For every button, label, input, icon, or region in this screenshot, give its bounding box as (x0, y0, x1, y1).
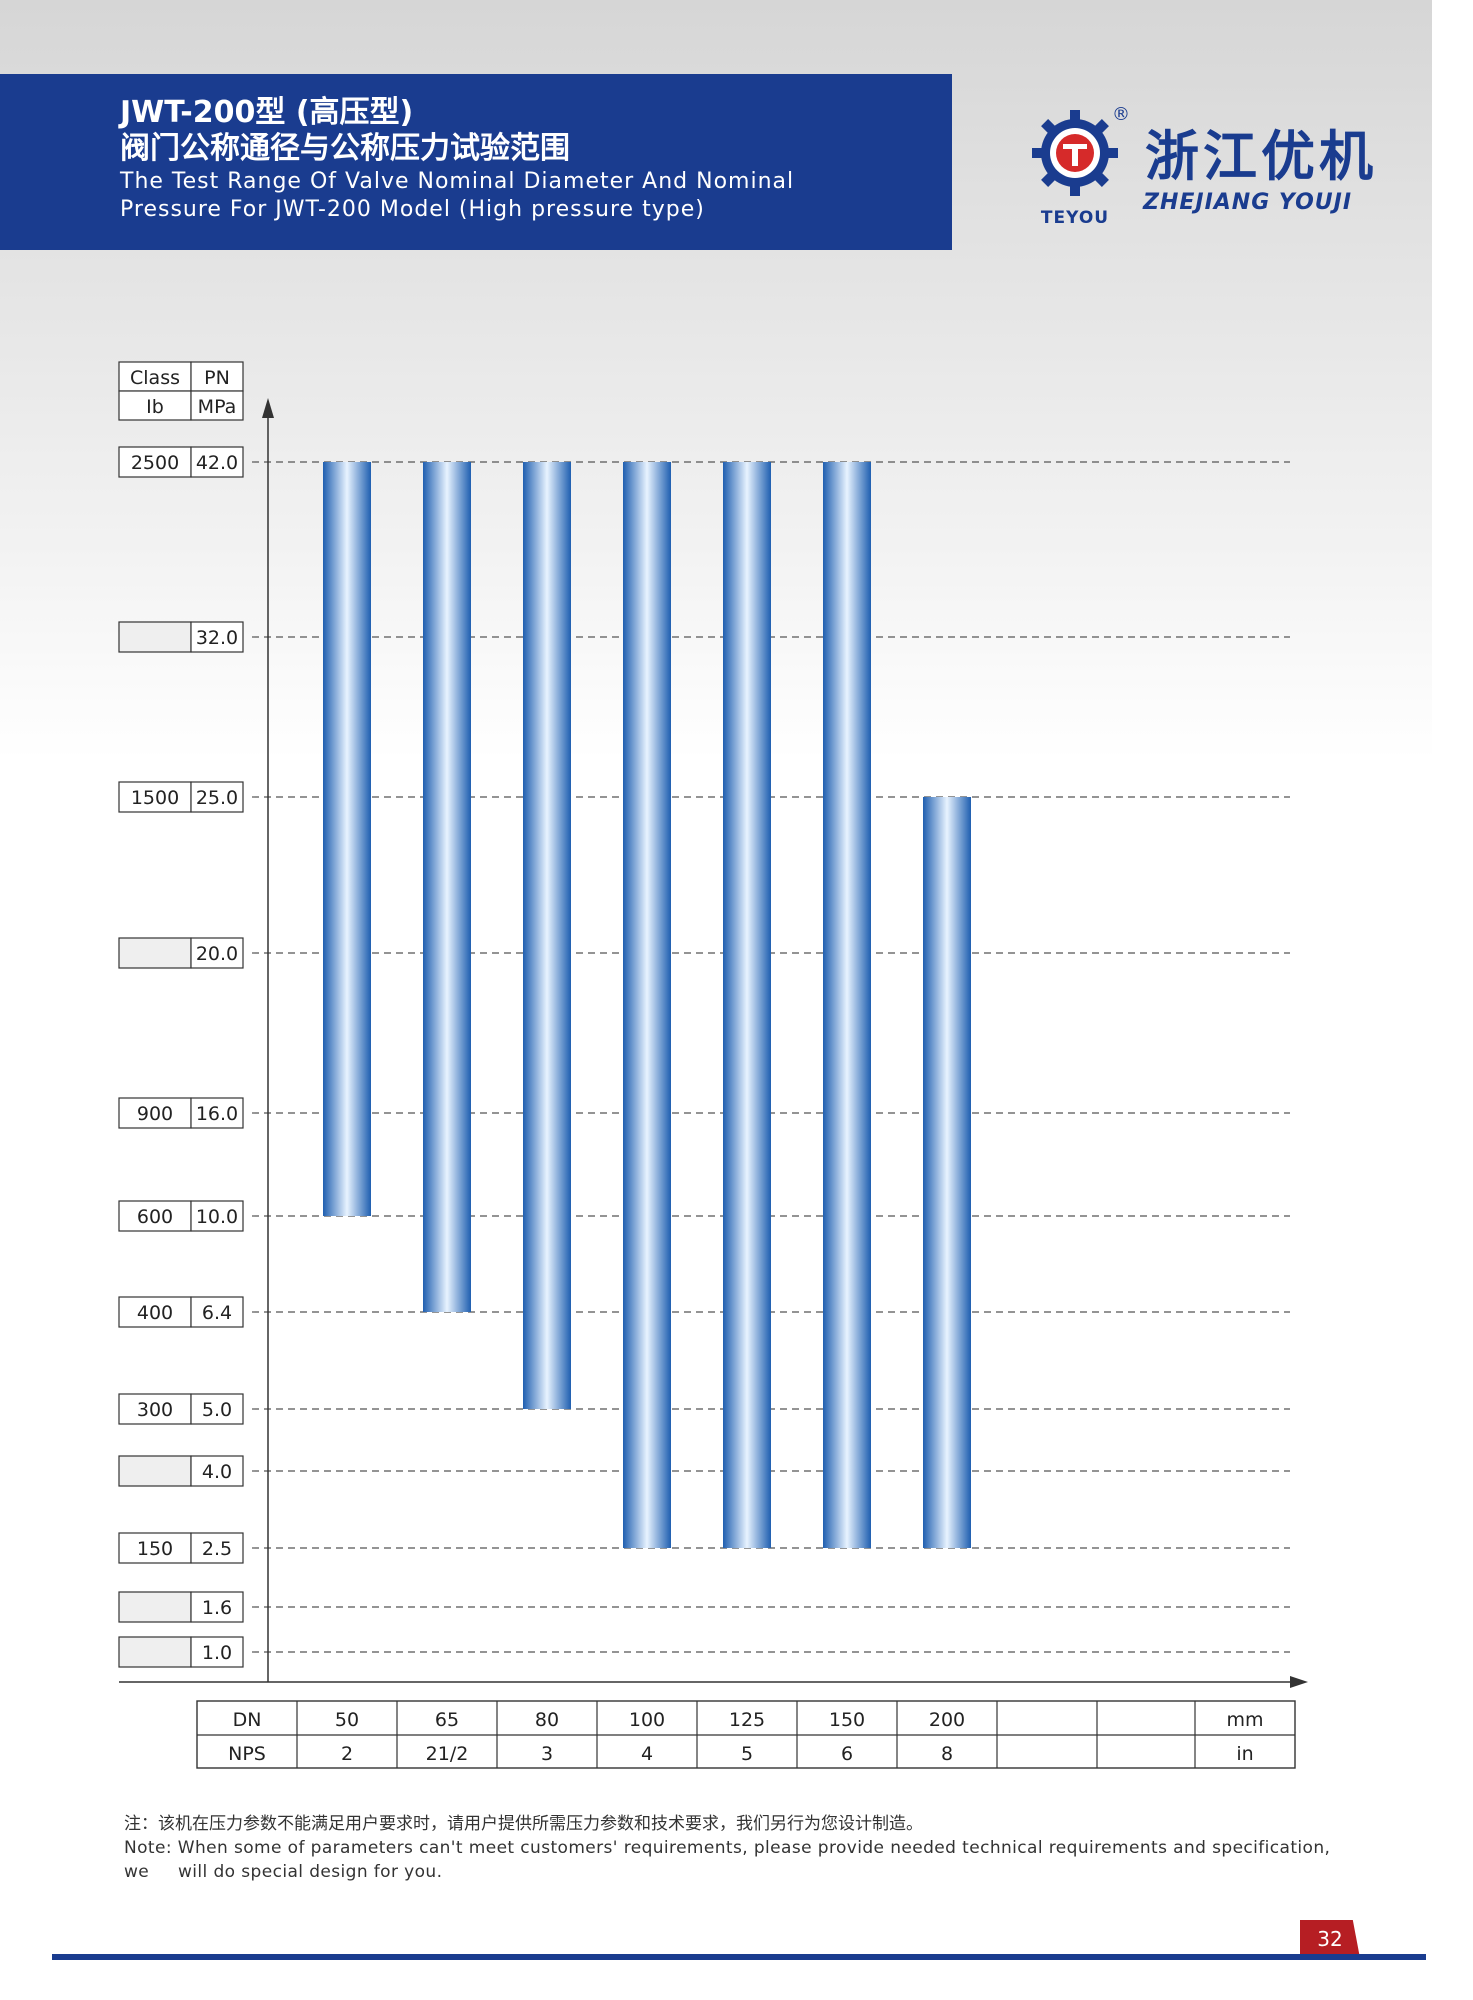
y-unit-class: Ib (146, 396, 164, 418)
bar-series (323, 462, 971, 1548)
logo-name-en: ZHEJIANG YOUJI (1143, 190, 1353, 215)
dn-tick-label: 125 (729, 1709, 765, 1731)
nps-tick-label: 4 (641, 1743, 653, 1765)
class-tick-box (118, 1591, 192, 1623)
pn-tick-label: 1.6 (202, 1597, 232, 1619)
pn-tick-box (190, 621, 244, 653)
nps-tick-label: 8 (941, 1743, 953, 1765)
nps-tick-label: 3 (541, 1743, 553, 1765)
class-tick-label: 300 (137, 1399, 173, 1421)
registered-mark: ® (1112, 104, 1130, 125)
note-en-line-1: Note: When some of parameters can't meet… (124, 1838, 1331, 1882)
pn-tick-label: 20.0 (196, 943, 238, 965)
y-unit-class-box (118, 390, 192, 421)
pn-tick-box (190, 1532, 244, 1564)
bar-dn-200 (923, 797, 971, 1548)
class-tick-box (118, 1097, 192, 1129)
note-cn: 注：该机在压力参数不能满足用户要求时，请用户提供所需压力参数和技术要求，我们另行… (124, 1814, 923, 1834)
bar-dn-80 (523, 462, 571, 1409)
pn-tick-box (190, 1393, 244, 1425)
title-cn-line-2: 阀门公称通径与公称压力试验范围 (120, 131, 570, 166)
nps-tick-label: 6 (841, 1743, 853, 1765)
class-tick-label: 400 (137, 1302, 173, 1324)
class-tick-box (118, 1200, 192, 1232)
bar-dn-150 (823, 462, 871, 1548)
pn-tick-box (190, 937, 244, 969)
nps-tick-label: 2 (341, 1743, 353, 1765)
dn-tick-label: 65 (435, 1709, 459, 1731)
class-tick-box (118, 1532, 192, 1564)
bar-dn-50 (323, 462, 371, 1216)
y-header-class: Class (130, 367, 180, 389)
dn-row-label: DN (233, 1709, 262, 1731)
bar-dn-125 (723, 462, 771, 1548)
header-band: JWT-200型 (高压型) 阀门公称通径与公称压力试验范围 The Test … (0, 74, 952, 250)
class-tick-box (118, 446, 192, 478)
y-unit-pn: MPa (198, 396, 237, 418)
x-axis-table: DN NPS mm in 50 2 65 21/2 80 3 100 4 125 5 150 6 200 8 (196, 1700, 1296, 1769)
pn-tick-label: 10.0 (196, 1206, 238, 1228)
pn-tick-label: 5.0 (202, 1399, 232, 1421)
pn-tick-box (190, 781, 244, 813)
dn-tick-label: 150 (829, 1709, 865, 1731)
pn-tick-box (190, 1296, 244, 1328)
pn-tick-label: 4.0 (202, 1461, 232, 1483)
title-en-line-2: Pressure For JWT-200 Model (High pressur… (120, 197, 705, 222)
bar-dn-100 (623, 462, 671, 1548)
page-right-margin (1432, 0, 1473, 2000)
class-tick-box (118, 1296, 192, 1328)
pn-tick-box (190, 1200, 244, 1232)
pn-tick-label: 16.0 (196, 1103, 238, 1125)
page-number: 32 (1300, 1920, 1360, 1958)
pn-tick-label: 32.0 (196, 627, 238, 649)
nps-unit: in (1236, 1743, 1253, 1765)
gear-logo-icon (1032, 110, 1118, 196)
dn-unit: mm (1226, 1709, 1263, 1731)
class-tick-box (118, 937, 192, 969)
class-tick-box (118, 1636, 192, 1668)
dn-tick-label: 50 (335, 1709, 359, 1731)
class-tick-box (118, 621, 192, 653)
pn-tick-label: 25.0 (196, 787, 238, 809)
pn-tick-box (190, 1636, 244, 1668)
y-header-pn: PN (204, 367, 230, 389)
footer-line (52, 1954, 1426, 1960)
pn-tick-box (190, 1455, 244, 1487)
class-tick-label: 1500 (131, 787, 179, 809)
y-axis: Class PN Ib MPa 2500 42.0 32.0 1500 25.0 20.0 900 1… (118, 361, 1308, 1688)
logo-name-cn: 浙江优机 (1145, 125, 1377, 188)
nps-tick-label: 5 (741, 1743, 753, 1765)
class-tick-box (118, 1455, 192, 1487)
y-unit-pn-box (190, 390, 244, 421)
pn-tick-label: 2.5 (202, 1538, 232, 1560)
class-tick-label: 600 (137, 1206, 173, 1228)
pn-tick-label: 6.4 (202, 1302, 232, 1324)
dn-tick-label: 100 (629, 1709, 665, 1731)
company-logo: ® 浙江优机 ZHEJIANG YOUJI TEYOU (1030, 104, 1390, 238)
dn-tick-label: 200 (929, 1709, 965, 1731)
logo-brand: TEYOU (1040, 208, 1110, 228)
pn-tick-label: 1.0 (202, 1642, 232, 1664)
dn-tick-label: 80 (535, 1709, 559, 1731)
class-tick-label: 150 (137, 1538, 173, 1560)
title-cn-line-1: JWT-200型 (高压型) (120, 95, 414, 130)
class-tick-box (118, 1393, 192, 1425)
class-tick-label: 2500 (131, 452, 179, 474)
y-axis-arrow-icon (262, 398, 274, 418)
nps-tick-label: 21/2 (426, 1743, 469, 1765)
title-en-line-1: The Test Range Of Valve Nominal Diameter… (120, 169, 795, 194)
pn-tick-box (190, 446, 244, 478)
pn-tick-label: 42.0 (196, 452, 238, 474)
nps-row-label: NPS (228, 1743, 266, 1765)
pn-tick-box (190, 1097, 244, 1129)
note-en-line-2: will do special design for you. (178, 1862, 443, 1882)
x-axis-arrow-icon (1290, 1676, 1308, 1688)
y-header-pn-box (190, 361, 244, 392)
pn-tick-box (190, 1591, 244, 1623)
bar-dn-65 (423, 462, 471, 1312)
class-tick-label: 900 (137, 1103, 173, 1125)
class-tick-box (118, 781, 192, 813)
